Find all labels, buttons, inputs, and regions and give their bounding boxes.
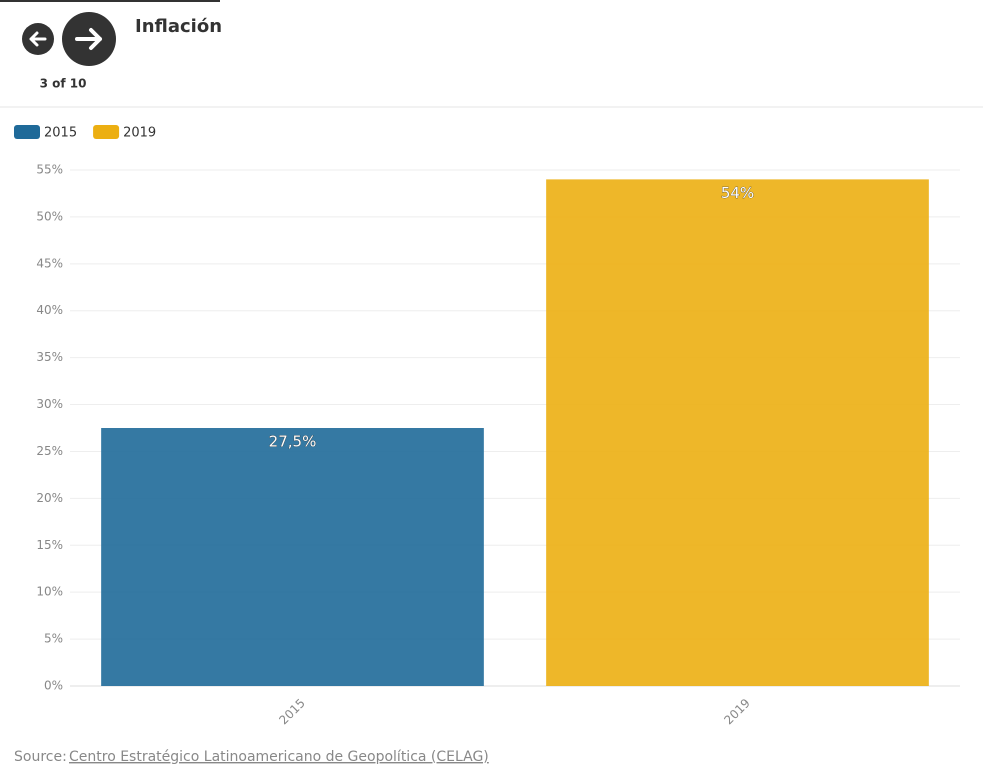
chart-title: Inflación xyxy=(135,16,222,37)
y-tick-label: 10% xyxy=(36,585,63,599)
y-tick-label: 0% xyxy=(44,679,63,693)
value-label: 27,5% xyxy=(269,433,317,451)
bar xyxy=(101,428,484,686)
x-tick-label: 2019 xyxy=(721,696,752,727)
y-tick-label: 30% xyxy=(36,397,63,411)
y-tick-label: 45% xyxy=(36,256,63,270)
source-link[interactable]: Centro Estratégico Latinoamericano de Ge… xyxy=(69,749,489,765)
y-tick-label: 5% xyxy=(44,632,63,646)
y-tick-label: 50% xyxy=(36,209,63,223)
source-label: Source: xyxy=(14,749,67,765)
legend-label: 2015 xyxy=(44,126,77,141)
x-tick-label: 2015 xyxy=(276,696,307,727)
y-tick-label: 40% xyxy=(36,303,63,317)
value-label: 54% xyxy=(721,184,754,202)
y-tick-label: 35% xyxy=(36,350,63,364)
legend-swatch xyxy=(14,125,40,139)
next-button[interactable] xyxy=(62,12,116,66)
legend-label: 2019 xyxy=(123,126,156,141)
y-tick-label: 15% xyxy=(36,538,63,552)
y-tick-label: 55% xyxy=(36,163,63,177)
prev-button[interactable] xyxy=(22,23,54,55)
bar xyxy=(546,179,929,686)
y-tick-label: 25% xyxy=(36,444,63,458)
slide-counter: 3 of 10 xyxy=(40,77,87,91)
y-tick-label: 20% xyxy=(36,491,63,505)
legend-swatch xyxy=(93,125,120,139)
